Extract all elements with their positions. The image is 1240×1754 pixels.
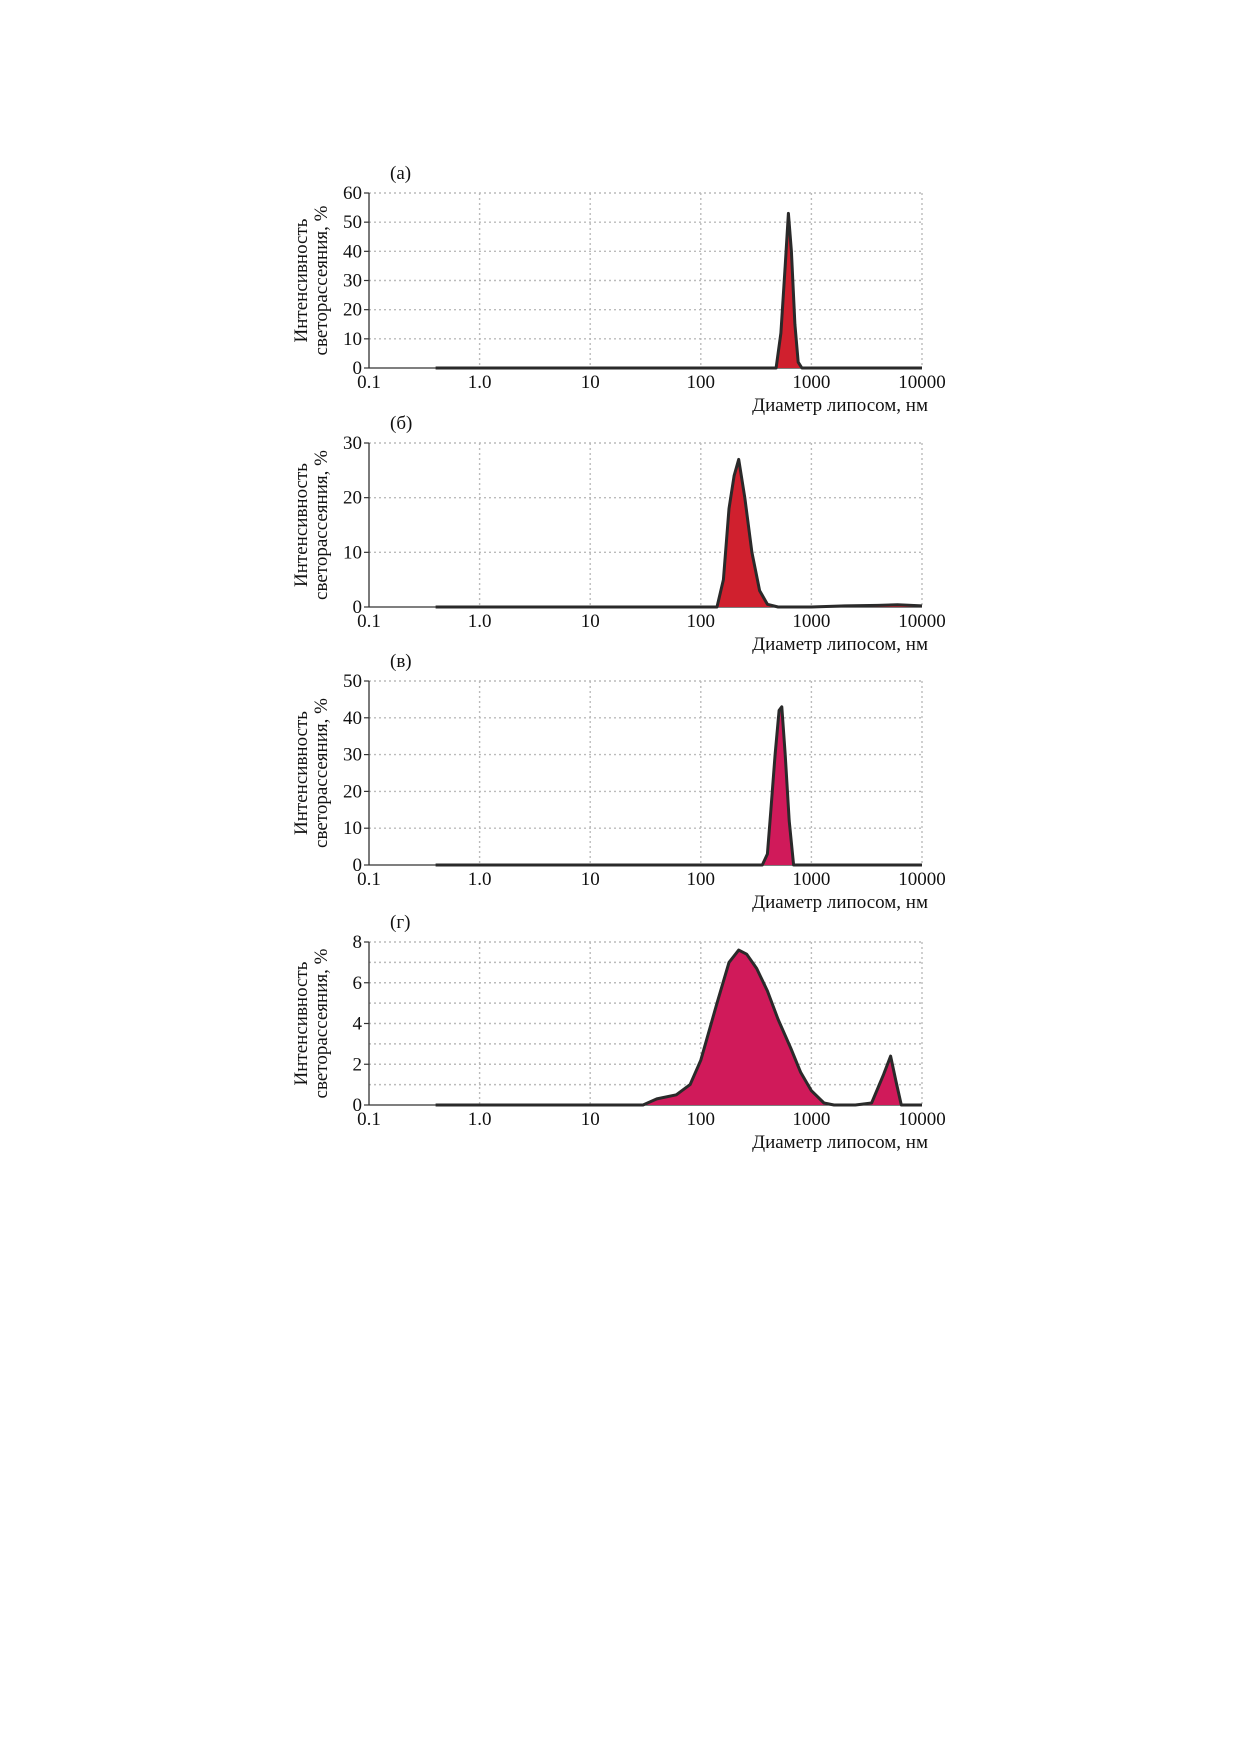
x-tick-label: 1000 [792,372,830,393]
y-tick-label: 4 [353,1014,363,1035]
y-tick-label: 30 [343,271,362,292]
x-tick-label: 1.0 [468,372,492,393]
y-tick-label: 2 [353,1054,363,1075]
y-tick-label: 30 [343,745,362,766]
x-tick-label: 0.1 [357,869,381,890]
x-axis-label: Диаметр липосом, нм [752,395,928,416]
x-tick-label: 1.0 [468,611,492,632]
chart-panel-4: 0 2 4 6 8 0.1 1.0 10 100 1000 10000 (г) Диаметр липо… [291,912,946,1153]
y-tick-label: 0 [353,1095,363,1116]
y-tick-label: 0 [353,597,363,618]
x-tick-label: 1.0 [468,1109,492,1130]
y-tick-label: 10 [343,329,362,350]
y-tick-label: 50 [343,212,362,233]
series-area [435,706,922,865]
x-tick-label: 10000 [898,611,946,632]
panel-label: (а) [390,163,411,184]
y-tick-label: 40 [343,708,362,729]
y-tick-label: 0 [353,855,363,876]
y-tick-label: 10 [343,818,362,839]
panel-label: (б) [390,413,412,434]
x-tick-label: 0.1 [357,611,381,632]
x-tick-label: 100 [687,869,716,890]
y-tick-label: 8 [353,932,363,953]
y-tick-label: 0 [353,358,363,379]
panel-label: (в) [390,651,412,672]
series-line [435,457,923,609]
y-tick-label: 60 [343,183,362,204]
panel-label: (г) [390,912,410,933]
x-tick-label: 0.1 [357,372,381,393]
x-tick-label: 100 [687,372,716,393]
series-area [435,213,922,368]
x-tick-label: 1000 [792,611,830,632]
y-axis-label: Интенсивностьсветорассеяния, % [291,948,332,1098]
y-tick-label: 10 [343,542,362,563]
x-tick-label: 100 [687,1109,716,1130]
chart-panel-1: 0 10 20 30 40 50 60 0.1 1.0 10 100 1000 10000 (а) Диам… [291,163,946,416]
x-tick-label: 1.0 [468,869,492,890]
x-tick-label: 10 [581,1109,600,1130]
y-tick-label: 20 [343,300,362,321]
y-tick-label: 6 [353,973,363,994]
x-axis-label: Диаметр липосом, нм [752,892,928,913]
y-axis-label: Интенсивностьсветорассеяния, % [291,698,332,848]
x-axis-label: Диаметр липосом, нм [752,634,928,655]
chart-panel-3: 0 10 20 30 40 50 0.1 1.0 10 100 1000 10000 (в) Диамет… [291,651,946,913]
x-axis-label: Диаметр липосом, нм [752,1132,928,1153]
x-tick-label: 10 [581,611,600,632]
series-line [435,948,922,1107]
x-tick-label: 10000 [898,869,946,890]
y-tick-label: 50 [343,671,362,692]
series-area [435,950,922,1105]
x-tick-label: 1000 [792,1109,830,1130]
series-area [435,459,922,607]
x-tick-label: 10 [581,372,600,393]
y-tick-label: 40 [343,241,362,262]
y-tick-label: 30 [343,433,362,454]
y-tick-label: 20 [343,781,362,802]
y-axis-label: Интенсивностьсветорассеяния, % [291,205,332,355]
x-tick-label: 1000 [792,869,830,890]
series-line [435,705,922,867]
x-tick-label: 0.1 [357,1109,381,1130]
y-axis-label: Интенсивностьсветорассеяния, % [291,450,332,600]
x-tick-label: 10000 [898,372,946,393]
x-tick-label: 100 [687,611,716,632]
x-tick-label: 10000 [898,1109,946,1130]
chart-panel-2: 0 10 20 30 0.1 1.0 10 100 1000 10000 (б) Диаметр ли… [291,413,946,655]
y-tick-label: 20 [343,488,362,509]
x-tick-label: 10 [581,869,600,890]
series-line [435,211,922,370]
